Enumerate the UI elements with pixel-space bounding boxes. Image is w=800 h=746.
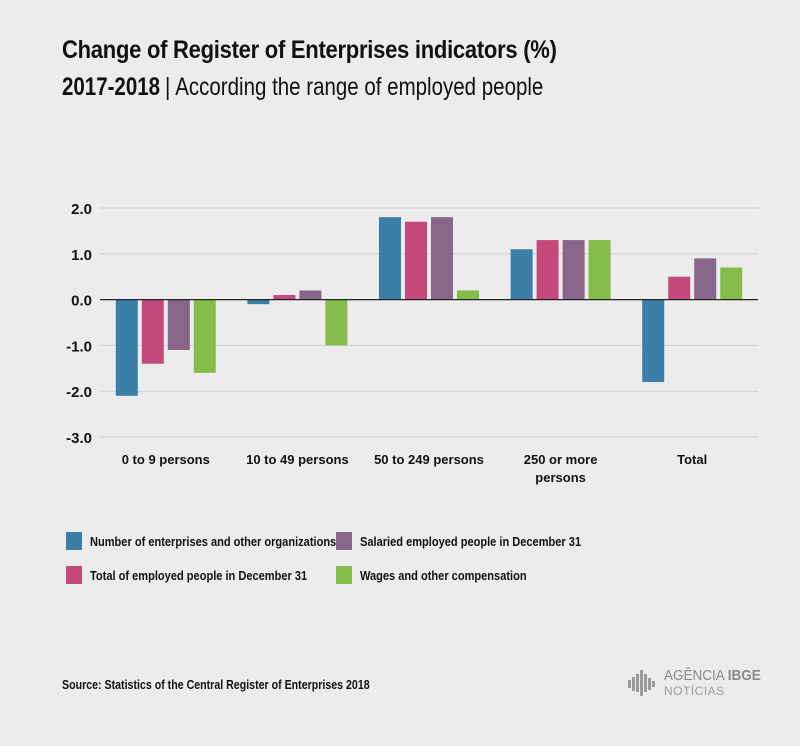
bar	[562, 240, 585, 300]
chart-title: Change of Register of Enterprises indica…	[62, 36, 557, 64]
y-tick-label: 1.0	[71, 247, 92, 264]
bar	[325, 299, 348, 346]
legend-label: Total of employed people in December 31	[90, 567, 308, 583]
agencia-ibge-logo: AGÊNCIA IBGE NOTÍCIAS	[628, 668, 772, 698]
subtitle-separator: |	[164, 73, 171, 101]
logo-word-agencia: AGÊNCIA	[664, 667, 725, 684]
bar	[668, 276, 691, 300]
bar	[141, 299, 164, 364]
y-tick-label: -2.0	[66, 384, 92, 401]
bar	[431, 217, 453, 300]
y-tick-label: 2.0	[71, 201, 92, 218]
subtitle-years: 2017-2018	[62, 73, 161, 101]
x-tick-label: 250 or more persons	[524, 452, 598, 485]
legend-swatch-total-employed	[66, 566, 82, 584]
bar	[536, 240, 559, 300]
logo-word-ibge: IBGE	[727, 667, 761, 684]
bar	[405, 221, 427, 300]
bar	[457, 290, 479, 300]
source-note: Source: Statistics of the Central Regist…	[62, 678, 370, 692]
bar	[588, 240, 611, 300]
chart-subtitle: 2017-2018 | According the range of employe…	[62, 73, 543, 102]
bar	[720, 267, 743, 300]
bar	[115, 299, 138, 396]
bar	[193, 299, 216, 373]
bar	[247, 299, 270, 305]
legend-item-total-employed: Total of employed people in December 31	[66, 566, 346, 584]
x-tick-label: Total	[677, 452, 707, 467]
legend-swatch-salaried	[336, 532, 352, 550]
x-tick-label: 50 to 249 persons	[374, 452, 484, 467]
legend-swatch-wages	[336, 566, 352, 584]
subtitle-text: According the range of employed people	[175, 73, 544, 101]
y-tick-label: 0.0	[71, 293, 92, 310]
bar-chart: 2.0 1.0 0.0 -1.0 -2.0 -3.0 0 to 9 persons 10 to…	[66, 201, 758, 485]
bar	[694, 258, 717, 300]
bar	[299, 290, 322, 300]
bar	[510, 249, 533, 300]
y-tick-label: -3.0	[66, 430, 92, 447]
legend-swatch-enterprises	[66, 532, 82, 550]
legend-item-salaried: Salaried employed people in December 31	[336, 532, 620, 550]
bar	[167, 299, 190, 350]
x-tick-label: 0 to 9 persons	[122, 452, 210, 467]
bar	[642, 299, 665, 383]
ibge-logo-icon	[628, 670, 655, 696]
legend-label: Salaried employed people in December 31	[360, 533, 582, 549]
y-tick-label: -1.0	[66, 338, 92, 355]
x-tick-label: 10 to 49 persons	[246, 452, 349, 467]
legend-item-wages: Wages and other compensation	[336, 566, 556, 584]
bar	[379, 217, 401, 300]
legend-label: Number of enterprises and other organiza…	[90, 533, 337, 549]
legend-label: Wages and other compensation	[360, 567, 527, 583]
legend-item-enterprises: Number of enterprises and other organiza…	[66, 532, 380, 550]
bar	[273, 295, 296, 300]
logo-subtitle: NOTÍCIAS	[664, 684, 725, 698]
